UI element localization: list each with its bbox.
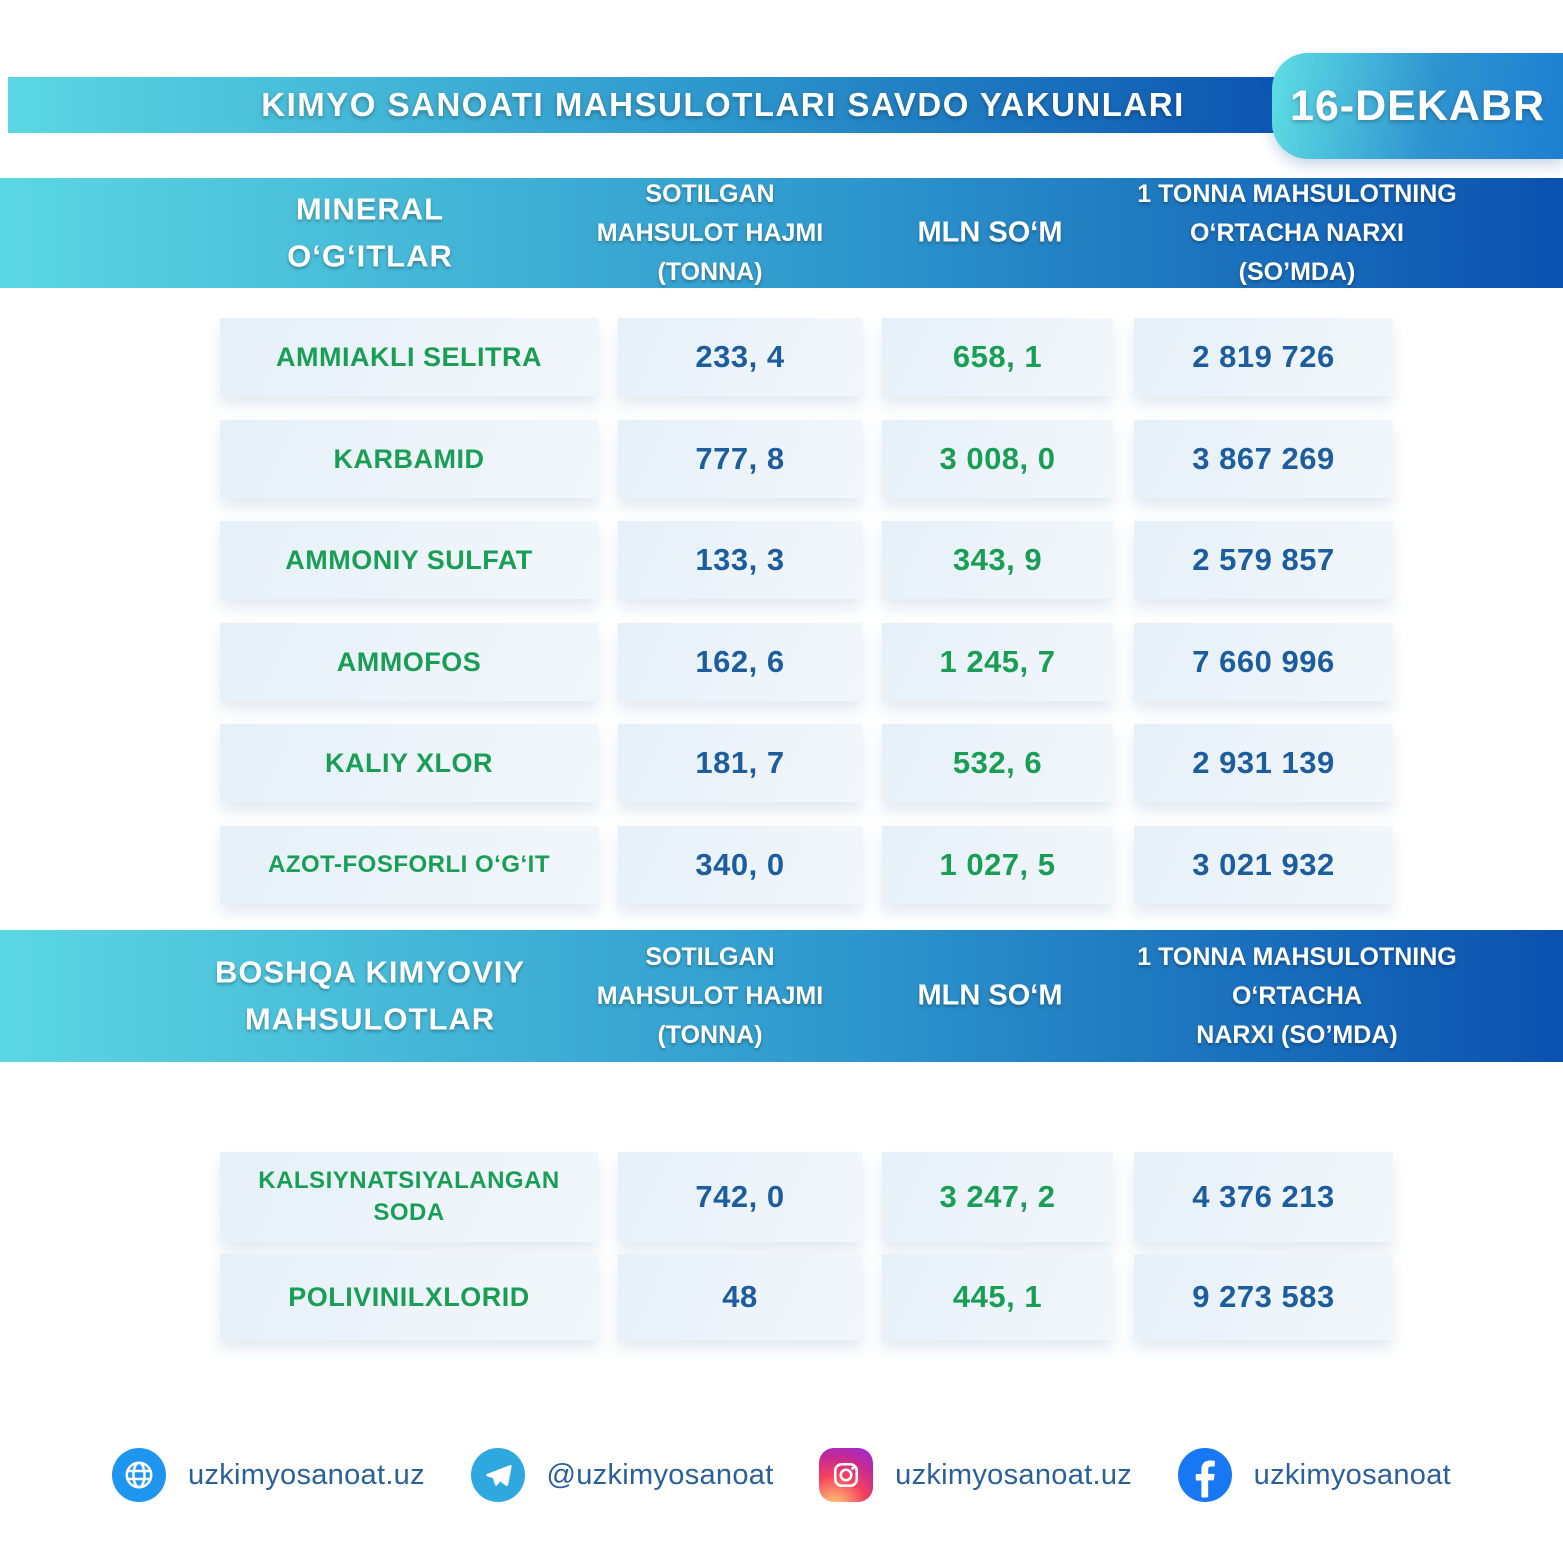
mln-som-cell: 1 245, 7 <box>882 623 1113 701</box>
instagram-label: uzkimyosanoat.uz <box>895 1458 1133 1491</box>
mln-som-cell: 3 247, 2 <box>882 1152 1113 1242</box>
product-name-cell: AMMONIY SULFAT <box>220 521 598 599</box>
mln-som-cell: 532, 6 <box>882 724 1113 802</box>
telegram-icon <box>470 1448 525 1502</box>
social-facebook[interactable]: uzkimyosanoat <box>1177 1448 1451 1502</box>
mln-som-cell: 658, 1 <box>882 318 1113 396</box>
table2-header-products: BOSHQA KIMYOVIY MAHSULOTLAR <box>214 954 526 1037</box>
avg-price-cell: 4 376 213 <box>1134 1152 1393 1242</box>
title-banner: KIMYO SANOATI MAHSULOTLARI SAVDO YAKUNLA… <box>8 77 1308 133</box>
footer: uzkimyosanoat.uz @uzkimyosanoat uzkimyos… <box>0 1440 1563 1510</box>
table2-header-mln-som: MLN SO‘M <box>917 979 1063 1012</box>
volume-cell: 133, 3 <box>618 521 862 599</box>
date-badge-label: 16-DEKABR <box>1289 81 1546 130</box>
avg-price-cell: 9 273 583 <box>1134 1254 1393 1340</box>
table-row: AZOT-FOSFORLI O‘G‘IT 340, 0 1 027, 5 3 0… <box>0 826 1563 904</box>
instagram-icon <box>819 1448 874 1502</box>
website-label: uzkimyosanoat.uz <box>188 1458 425 1491</box>
mln-som-cell: 1 027, 5 <box>882 826 1113 904</box>
product-name-cell: KALIY XLOR <box>220 724 598 802</box>
facebook-icon <box>1177 1448 1232 1502</box>
product-name-cell: AZOT-FOSFORLI O‘G‘IT <box>220 826 598 904</box>
table1-header-mln-som: MLN SO‘M <box>917 216 1063 249</box>
product-name-cell: POLIVINILXLORID <box>220 1254 598 1340</box>
volume-cell: 48 <box>618 1254 862 1340</box>
avg-price-cell: 2 819 726 <box>1134 318 1393 396</box>
table-row: KALSIYNATSIYALANGAN SODA 742, 0 3 247, 2… <box>0 1152 1563 1242</box>
date-badge: 16-DEKABR <box>1272 53 1563 159</box>
volume-cell: 233, 4 <box>618 318 862 396</box>
social-instagram[interactable]: uzkimyosanoat.uz <box>819 1448 1132 1502</box>
volume-cell: 742, 0 <box>618 1152 862 1242</box>
avg-price-cell: 3 021 932 <box>1134 826 1393 904</box>
telegram-label: @uzkimyosanoat <box>546 1458 774 1491</box>
globe-icon <box>112 1448 166 1502</box>
table2-header-avg-price: 1 TONNA MAHSULOTNING O‘RTACHA NARXI (SO’… <box>1137 942 1457 1049</box>
table1-header-volume: SOTILGAN MAHSULOT HAJMI (TONNA) <box>596 179 824 286</box>
table-row: KARBAMID 777, 8 3 008, 0 3 867 269 <box>0 420 1563 498</box>
volume-cell: 162, 6 <box>618 623 862 701</box>
mln-som-cell: 3 008, 0 <box>882 420 1113 498</box>
table1-header-products: MINERAL O‘G‘ITLAR <box>287 191 453 274</box>
table-row: AMMOFOS 162, 6 1 245, 7 7 660 996 <box>0 623 1563 701</box>
social-website[interactable]: uzkimyosanoat.uz <box>112 1448 425 1502</box>
product-name-cell: KARBAMID <box>220 420 598 498</box>
volume-cell: 777, 8 <box>618 420 862 498</box>
product-name-cell: AMMIAKLI SELITRA <box>220 318 598 396</box>
table-row: POLIVINILXLORID 48 445, 1 9 273 583 <box>0 1254 1563 1340</box>
avg-price-cell: 7 660 996 <box>1134 623 1393 701</box>
volume-cell: 181, 7 <box>618 724 862 802</box>
table-row: KALIY XLOR 181, 7 532, 6 2 931 139 <box>0 724 1563 802</box>
product-name-cell: AMMOFOS <box>220 623 598 701</box>
table1-header: MINERAL O‘G‘ITLAR SOTILGAN MAHSULOT HAJM… <box>0 178 1563 288</box>
social-telegram[interactable]: @uzkimyosanoat <box>470 1448 774 1502</box>
table-row: AMMIAKLI SELITRA 233, 4 658, 1 2 819 726 <box>0 318 1563 396</box>
avg-price-cell: 3 867 269 <box>1134 420 1393 498</box>
avg-price-cell: 2 931 139 <box>1134 724 1393 802</box>
facebook-label: uzkimyosanoat <box>1253 1458 1451 1491</box>
product-name-cell: KALSIYNATSIYALANGAN SODA <box>220 1152 598 1242</box>
mln-som-cell: 343, 9 <box>882 521 1113 599</box>
page-title: KIMYO SANOATI MAHSULOTLARI SAVDO YAKUNLA… <box>261 86 1185 123</box>
volume-cell: 340, 0 <box>618 826 862 904</box>
mln-som-cell: 445, 1 <box>882 1254 1113 1340</box>
table-row: AMMONIY SULFAT 133, 3 343, 9 2 579 857 <box>0 521 1563 599</box>
table1-header-avg-price: 1 TONNA MAHSULOTNING O‘RTACHA NARXI (SO’… <box>1137 179 1457 286</box>
table2-header-volume: SOTILGAN MAHSULOT HAJMI (TONNA) <box>596 942 824 1049</box>
avg-price-cell: 2 579 857 <box>1134 521 1393 599</box>
table2-header: BOSHQA KIMYOVIY MAHSULOTLAR SOTILGAN MAH… <box>0 930 1563 1062</box>
